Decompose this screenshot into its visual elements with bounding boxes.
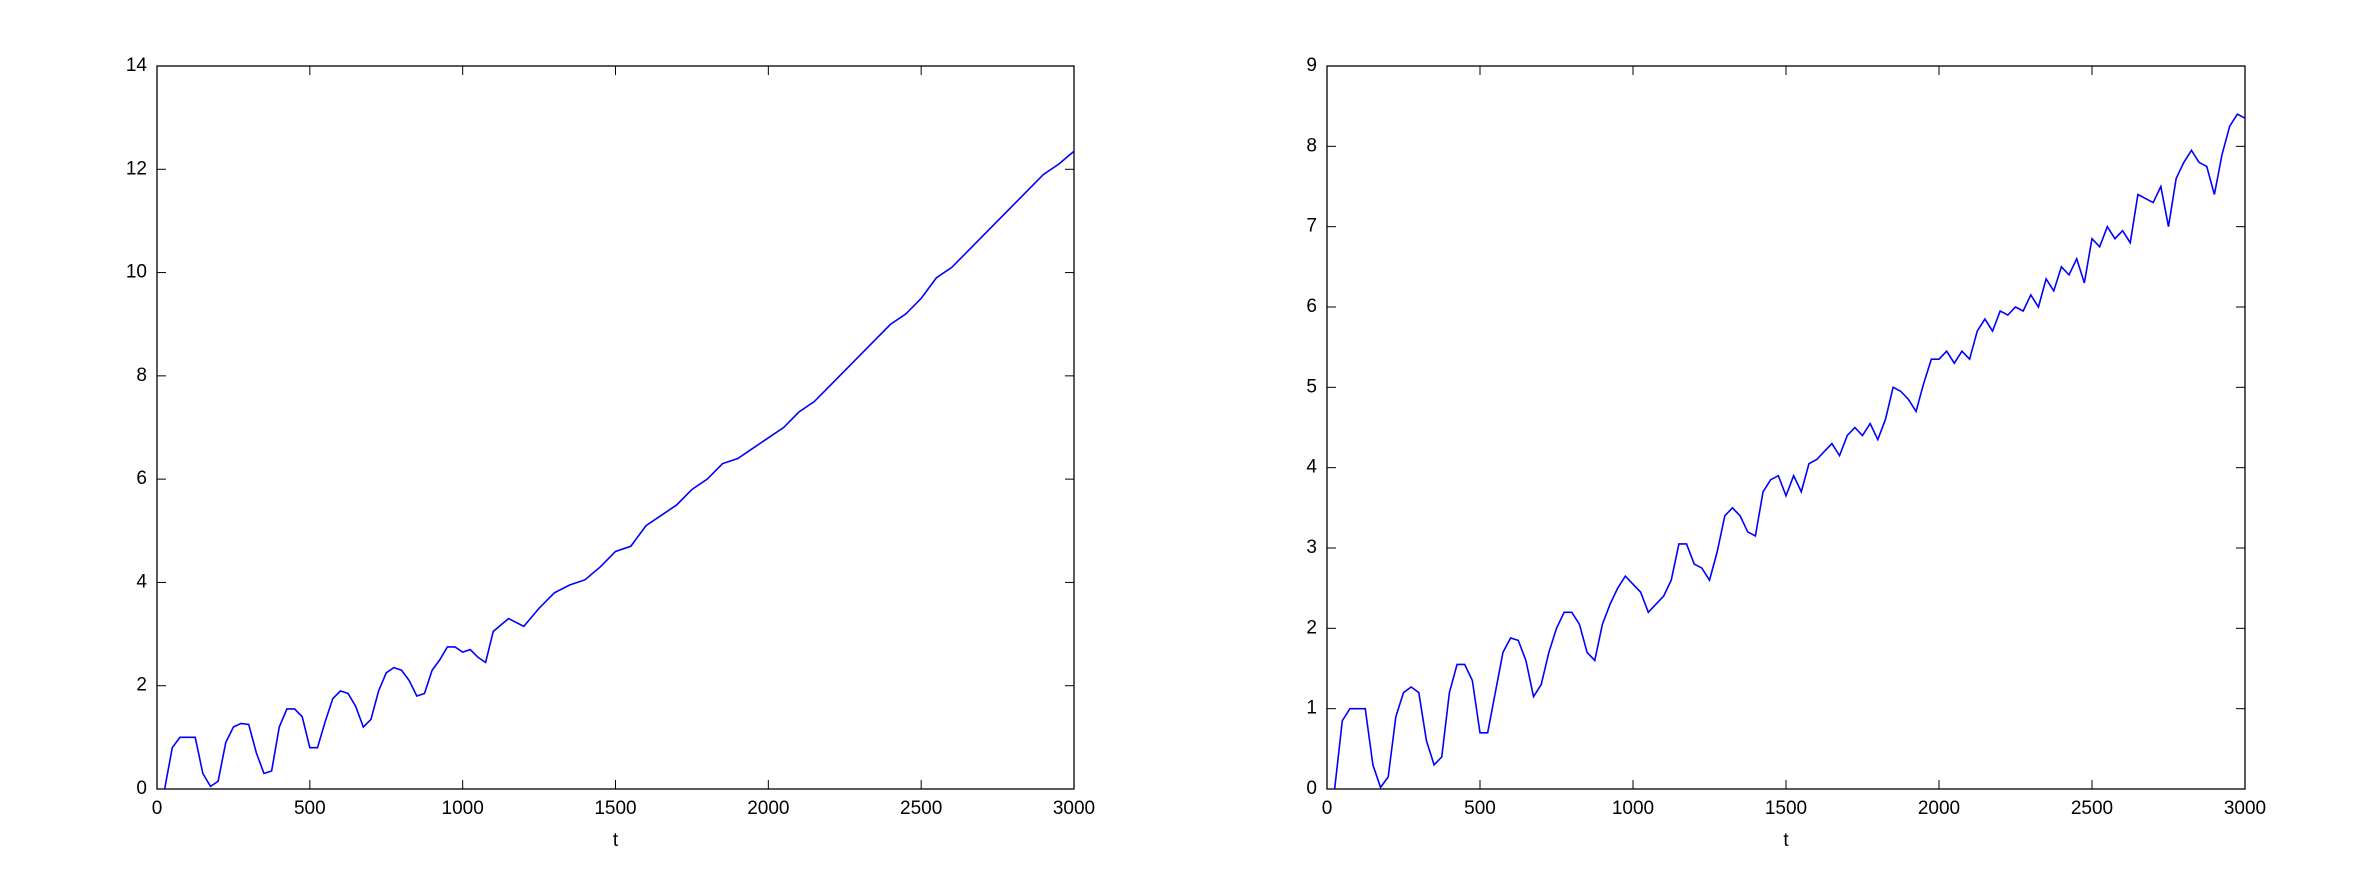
x-tick-label: 1500 [594,798,636,819]
plot-frame [156,65,1075,790]
x-tick-label: 1500 [1765,798,1807,819]
y-tick-label: 5 [1306,376,1317,397]
y-tick-label: 1 [1306,698,1317,719]
x-tick-label: 0 [152,798,163,819]
x-tick-label: 3000 [2224,798,2266,819]
y-tick-label: 6 [1306,296,1317,317]
x-tick-label: 1000 [442,798,484,819]
y-tick-label: 2 [136,675,147,696]
x-tick-label: 2000 [747,798,789,819]
x-tick-label: 2500 [2071,798,2113,819]
y-tick-label: 10 [126,262,147,283]
x-tick-label: 3000 [1053,798,1095,819]
y-tick-label: 2 [1306,617,1317,638]
x-axis-label: t [613,830,619,851]
y-tick-label: 4 [1306,457,1317,478]
y-tick-label: 3 [1306,537,1317,558]
y-tick-label: 7 [1306,216,1317,237]
y-tick-label: 0 [136,778,147,799]
y-tick-label: 12 [126,158,147,179]
y-tick-label: 6 [136,468,147,489]
data-line [163,150,1075,790]
y-tick-label: 0 [1306,778,1317,799]
x-tick-label: 0 [1322,798,1333,819]
x-axis-label: t [1783,830,1789,851]
x-tick-label: 500 [1464,798,1496,819]
y-tick-label: 8 [1306,135,1317,156]
x-tick-label: 500 [294,798,326,819]
x-tick-label: 1000 [1612,798,1654,819]
plot-frame [1326,65,2246,790]
x-tick-label: 2000 [1918,798,1960,819]
y-tick-label: 14 [126,55,148,76]
y-tick-label: 9 [1306,55,1317,76]
y-tick-label: 4 [136,571,147,592]
y-tick-label: 8 [136,365,147,386]
data-line [1333,113,2246,790]
x-tick-label: 2500 [900,798,942,819]
